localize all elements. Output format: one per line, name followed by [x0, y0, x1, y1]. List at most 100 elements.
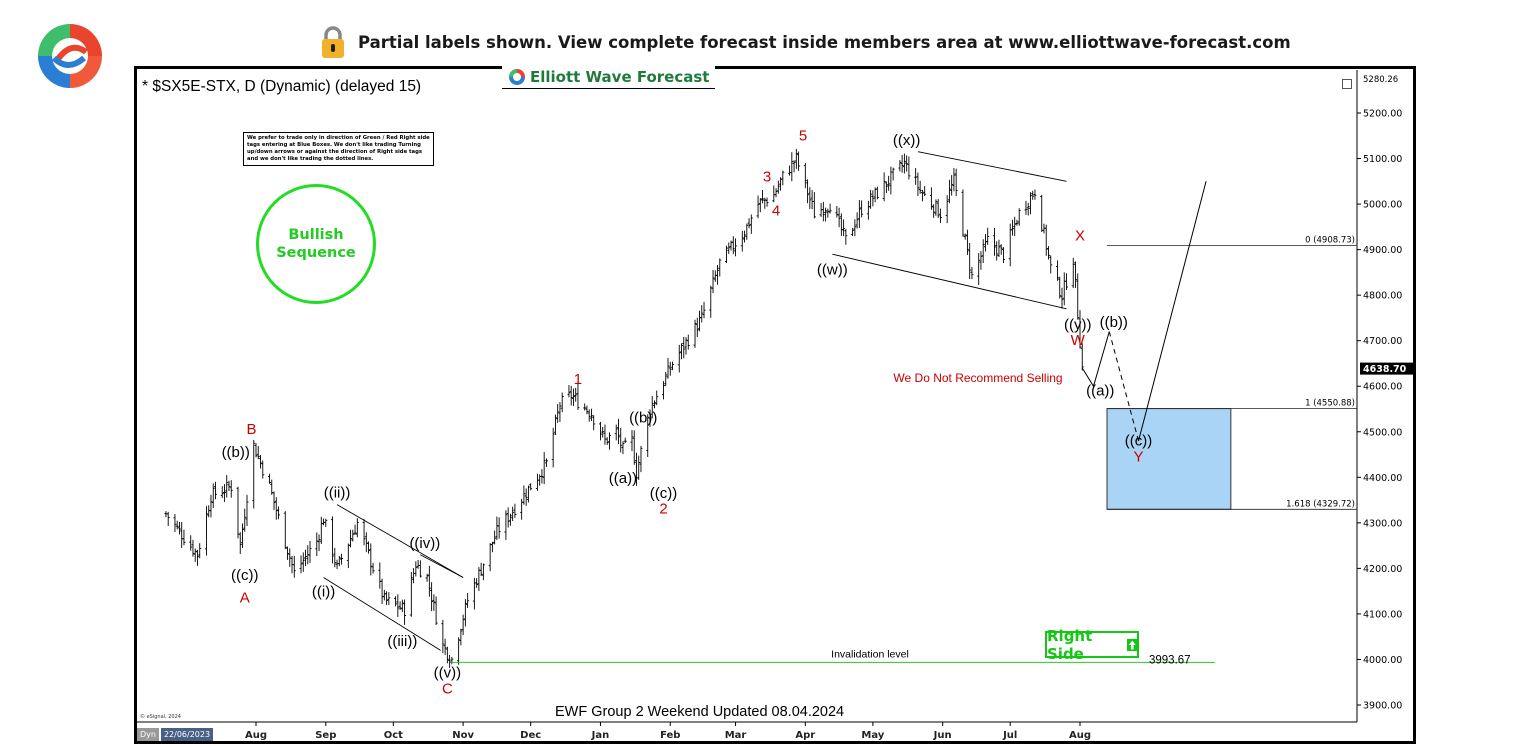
ohlc-bar	[513, 503, 517, 518]
chart-frame	[134, 66, 1416, 744]
ohlc-bar	[630, 430, 634, 452]
ohlc-bar	[349, 529, 353, 548]
ohlc-bar	[396, 594, 400, 617]
ohlc-bar	[400, 599, 404, 613]
window-toggle-icon[interactable]	[1342, 79, 1352, 89]
ohlc-bar	[853, 219, 857, 237]
ohlc-bar	[308, 541, 312, 563]
ohlc-bar	[1076, 273, 1080, 320]
ohlc-bar	[1049, 255, 1053, 274]
ewf-corner-logo-icon	[38, 24, 102, 88]
ohlc-bar	[315, 532, 319, 557]
ohlc-bar	[222, 484, 226, 502]
esignal-credit: © eSignal, 2024	[140, 714, 181, 720]
ohlc-bar	[995, 241, 999, 261]
ohlc-bar	[702, 301, 706, 319]
ohlc-bar	[175, 520, 179, 530]
ohlc-bar	[873, 187, 877, 203]
ohlc-bar	[535, 473, 539, 491]
ohlc-bar	[304, 549, 308, 567]
ohlc-bar	[731, 236, 735, 255]
ohlc-bar	[792, 160, 796, 173]
ohlc-bar	[603, 424, 607, 445]
ohlc-bar	[828, 203, 832, 214]
x-tick-label: May	[861, 730, 884, 741]
bullish-sequence-badge: Bullish Sequence	[256, 184, 376, 304]
ohlc-bar	[355, 518, 359, 538]
ohlc-bar	[835, 205, 839, 218]
ohlc-bar	[970, 266, 974, 280]
ohlc-bar	[1024, 200, 1028, 215]
chart-symbol: * $SX5E-STX, D (Dynamic) (delayed 15)	[142, 78, 422, 95]
wave-label: ((i))	[312, 584, 335, 601]
ohlc-bar	[412, 568, 416, 584]
wave-label: ((iii))	[387, 633, 417, 650]
ohlc-bar	[317, 534, 321, 552]
ohlc-bar	[481, 563, 485, 581]
blue-box-layer	[1106, 408, 1232, 510]
ohlc-bar	[761, 190, 765, 204]
ohlc-bar	[621, 441, 625, 455]
ohlc-bar	[655, 390, 659, 406]
ohlc-bar	[1062, 272, 1066, 306]
wave-label: ((c))	[650, 485, 677, 502]
ohlc-bar	[1080, 343, 1084, 371]
y-tick-label: 5100.00	[1363, 154, 1402, 165]
ohlc-bar	[756, 195, 760, 219]
ohlc-bar	[671, 361, 675, 371]
ohlc-bar	[268, 473, 272, 484]
ohlc-bar	[907, 156, 911, 180]
ohlc-bar	[553, 414, 557, 435]
ohlc-bar	[189, 535, 193, 551]
ohlc-bar	[1058, 276, 1062, 299]
ohlc-bar	[587, 409, 591, 422]
ohlc-bar	[238, 532, 242, 554]
ohlc-bar	[1078, 310, 1082, 349]
ohlc-bar	[461, 614, 465, 636]
ohlc-bar	[403, 599, 407, 625]
ohlc-bar	[335, 559, 339, 569]
ohlc-bar	[1001, 247, 1005, 264]
right-side-tag: Right Side	[1045, 627, 1139, 663]
timeline-start: Dyn 22/06/2023	[137, 727, 214, 741]
bullish-line1: Bullish	[288, 227, 344, 243]
ohlc-bar	[529, 483, 533, 491]
x-tick-label: Jul	[1002, 730, 1017, 741]
channel-line	[832, 253, 1067, 310]
ohlc-bar	[418, 560, 422, 578]
y-tick-label: 4500.00	[1363, 427, 1402, 438]
wave-label: ((c))	[231, 567, 258, 584]
price-bars	[164, 148, 1084, 668]
ohlc-bar	[1026, 202, 1030, 216]
ohlc-bar	[819, 203, 823, 217]
ohlc-bar	[749, 214, 753, 234]
ohlc-bar	[902, 153, 906, 174]
ohlc-bar	[520, 498, 524, 520]
wave-label: ((b))	[629, 410, 657, 427]
x-tick-label: Sep	[315, 730, 336, 741]
ohlc-bar	[999, 244, 1003, 255]
ohlc-bar	[954, 168, 958, 197]
ohlc-bar	[808, 187, 812, 209]
y-tick-label: 4900.00	[1363, 245, 1402, 256]
ohlc-bar	[1064, 273, 1068, 291]
members-banner: Partial labels shown. View complete fore…	[320, 24, 1291, 60]
ohlc-bar	[1040, 194, 1044, 232]
ohlc-bar	[945, 195, 949, 224]
ohlc-bar	[963, 233, 967, 240]
ohlc-bar	[639, 445, 643, 473]
ohlc-bar	[340, 553, 344, 565]
last-price-box	[1360, 362, 1414, 375]
ohlc-bar	[920, 189, 924, 202]
ohlc-bar	[844, 229, 848, 245]
trading-disclaimer: We prefer to trade only in direction of …	[243, 132, 434, 166]
ohlc-bar	[887, 175, 891, 191]
ohlc-bar	[567, 385, 571, 398]
ohlc-bar	[666, 357, 670, 379]
ohlc-bar	[806, 179, 810, 204]
y-tick-label: 4200.00	[1363, 564, 1402, 575]
ohlc-bar	[889, 166, 893, 195]
ohlc-bar	[598, 421, 602, 441]
ewf-logo-icon	[509, 69, 525, 85]
wave-label: A	[240, 590, 250, 607]
